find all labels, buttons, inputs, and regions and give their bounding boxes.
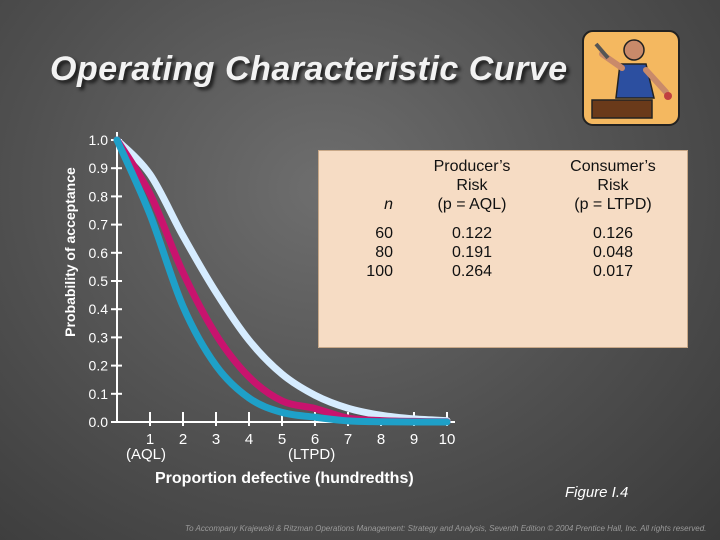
table-header-consumer: Consumer’s Risk (p = LTPD) xyxy=(570,158,656,213)
aql-label: (AQL) xyxy=(126,446,167,463)
y-tick-label: 0.3 xyxy=(89,329,109,345)
table-cell-producer: 0.122 0.191 0.264 xyxy=(451,225,492,280)
x-tick-label: 1 xyxy=(146,431,154,448)
x-tick-label: 4 xyxy=(245,431,253,448)
x-tick-label: 5 xyxy=(278,431,286,448)
y-tick-label: 0.6 xyxy=(89,245,109,261)
y-tick-label: 0.2 xyxy=(89,358,109,374)
x-tick-label: 6 xyxy=(311,431,319,448)
y-tick-label: 0.4 xyxy=(89,301,109,317)
y-tick-label: 0.7 xyxy=(89,217,109,233)
figure-label: Figure I.4 xyxy=(565,484,629,501)
x-axis-label: Proportion defective (hundredths) xyxy=(155,470,414,487)
curve-n-60 xyxy=(113,136,451,425)
table-cell-consumer: 0.126 0.048 0.017 xyxy=(592,225,633,280)
risk-table: n Producer’s Risk (p = AQL) Consumer’s R… xyxy=(318,150,688,348)
y-tick-label: 0.8 xyxy=(89,188,109,204)
y-tick-label: 0.9 xyxy=(89,160,109,176)
y-tick-label: 0.5 xyxy=(89,273,109,289)
y-tick-label: 0.0 xyxy=(89,414,109,430)
worker-clipart-icon xyxy=(582,30,680,126)
footer-credit: To Accompany Krajewski & Ritzman Operati… xyxy=(185,524,707,533)
table-cell-n: 60 80 100 xyxy=(366,225,393,280)
table-header-producer: Producer’s Risk (p = AQL) xyxy=(433,158,511,213)
y-tick-label: 1.0 xyxy=(89,132,109,148)
chart-title: Operating Characteristic Curve xyxy=(50,50,568,88)
x-tick-label: 10 xyxy=(439,431,456,448)
ltpd-label: (LTPD) xyxy=(288,446,336,463)
x-tick-label: 2 xyxy=(179,431,187,448)
x-tick-label: 9 xyxy=(410,431,418,448)
x-tick-label: 3 xyxy=(212,431,220,448)
y-tick-label: 0.1 xyxy=(89,386,109,402)
x-tick-label: 8 xyxy=(377,431,385,448)
table-header-n: n xyxy=(384,196,393,213)
curve-n-100 xyxy=(113,136,451,426)
x-tick-label: 7 xyxy=(344,431,352,448)
